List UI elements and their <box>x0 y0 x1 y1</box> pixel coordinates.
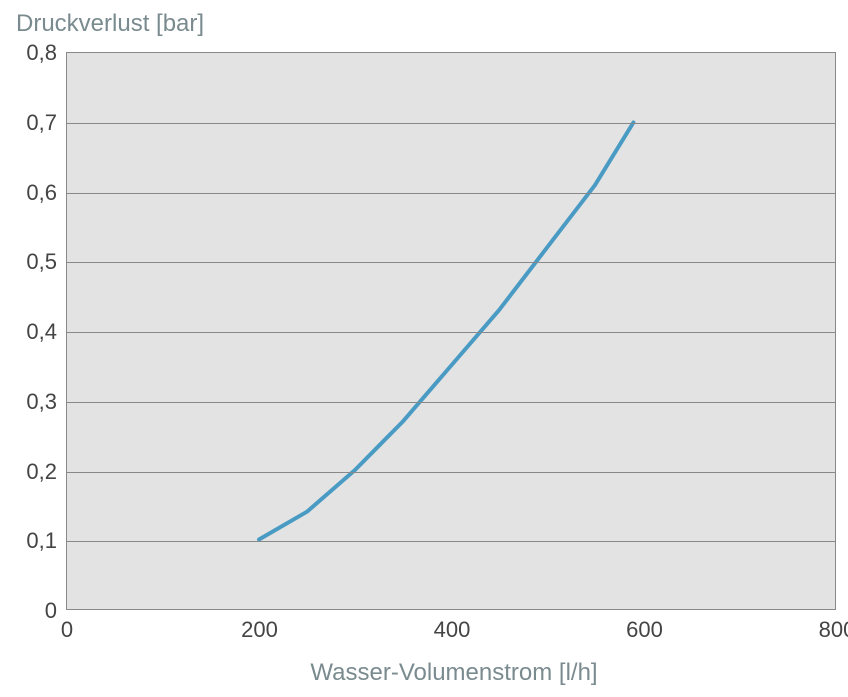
x-tick-label: 800 <box>819 617 848 643</box>
x-tick-label: 400 <box>434 617 471 643</box>
y-tick-label: 0,3 <box>26 389 57 415</box>
y-tick-label: 0,8 <box>26 40 57 66</box>
y-tick-label: 0,5 <box>26 249 57 275</box>
plot-area: 00,10,20,30,40,50,60,70,80200400600800 <box>66 52 836 610</box>
y-tick-label: 0 <box>45 598 57 624</box>
y-tick-label: 0,2 <box>26 459 57 485</box>
gridline-h <box>67 402 835 403</box>
y-tick-label: 0,6 <box>26 180 57 206</box>
x-tick-label: 200 <box>241 617 278 643</box>
gridline-h <box>67 332 835 333</box>
y-tick-label: 0,7 <box>26 110 57 136</box>
gridline-h <box>67 262 835 263</box>
gridline-h <box>67 193 835 194</box>
y-axis-title: Druckverlust [bar] <box>16 10 204 38</box>
pressure-loss-chart: Druckverlust [bar] 00,10,20,30,40,50,60,… <box>0 0 848 697</box>
x-tick-label: 0 <box>61 617 73 643</box>
x-axis-title: Wasser-Volumenstrom [l/h] <box>0 659 848 687</box>
gridline-h <box>67 472 835 473</box>
gridline-h <box>67 123 835 124</box>
gridline-h <box>67 541 835 542</box>
y-tick-label: 0,4 <box>26 319 57 345</box>
y-tick-label: 0,1 <box>26 528 57 554</box>
data-line <box>259 123 633 540</box>
line-layer <box>67 53 835 609</box>
x-tick-label: 600 <box>626 617 663 643</box>
